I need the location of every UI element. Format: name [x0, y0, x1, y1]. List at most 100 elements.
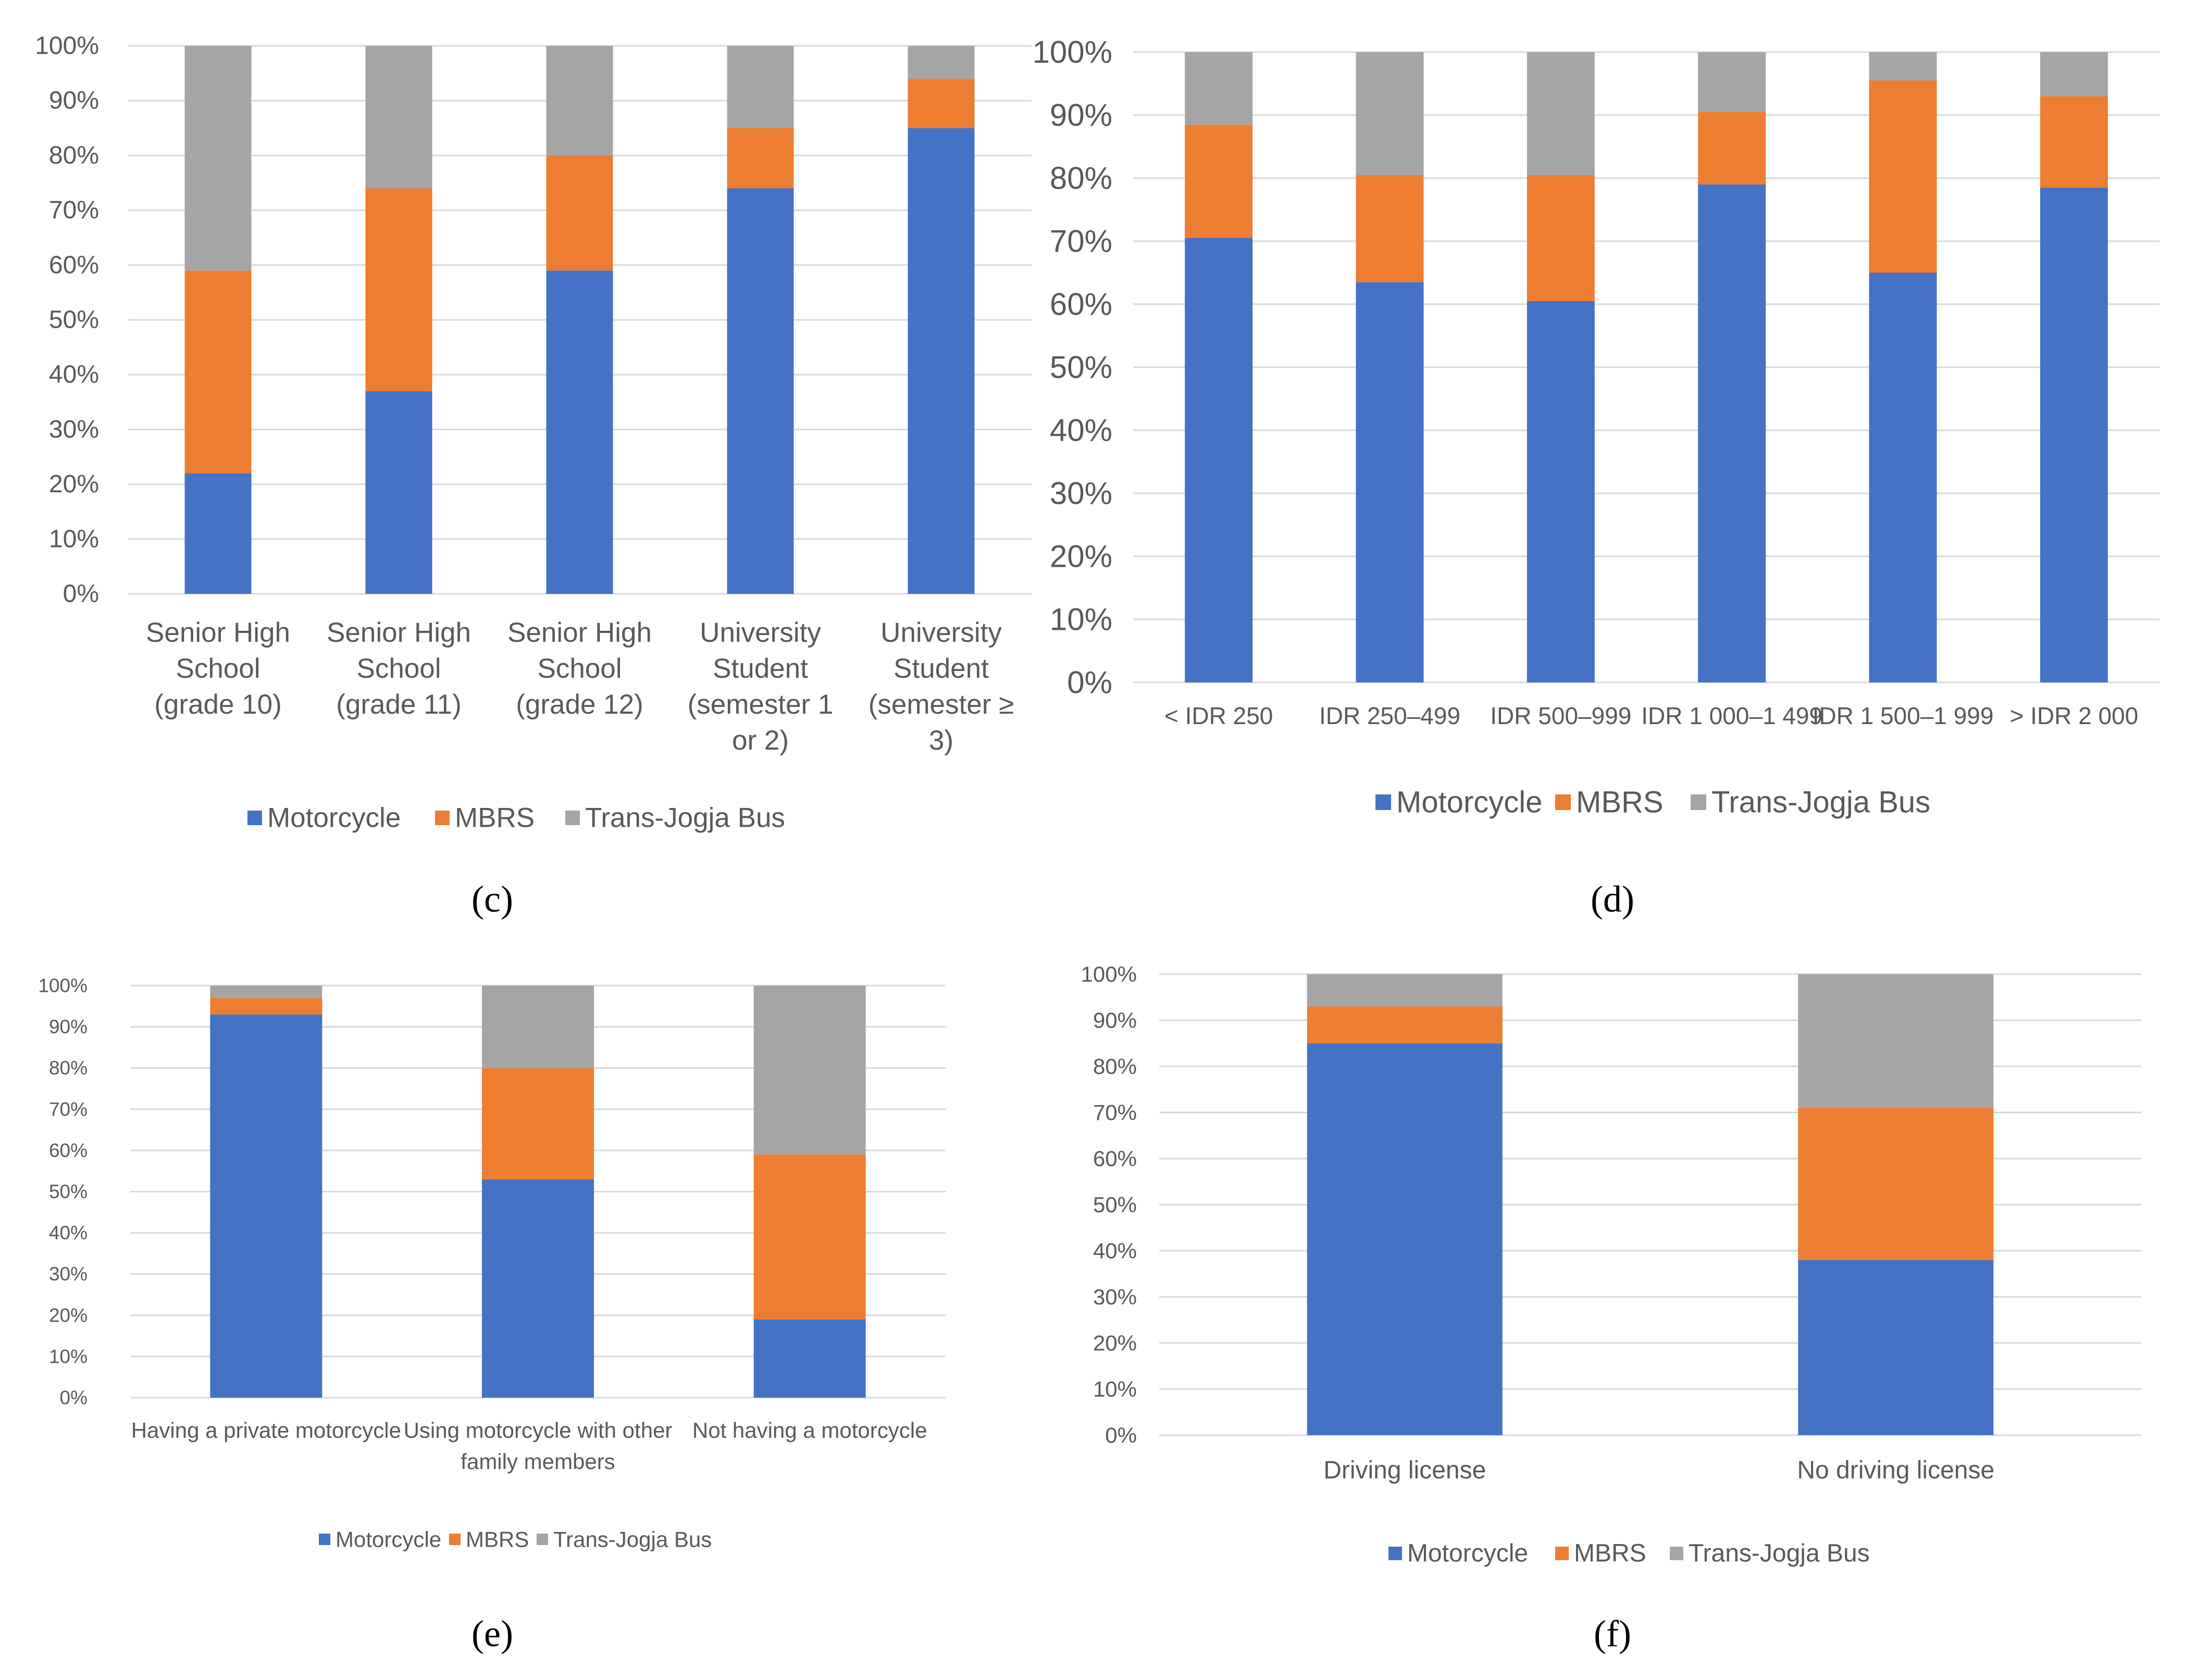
y-tick-label: 0%: [60, 1387, 88, 1409]
bar-trans-jogja-bus-4: [727, 46, 794, 128]
bar-motorcycle-1: [210, 1014, 322, 1398]
y-tick-label: 30%: [49, 416, 99, 443]
legend-label: Motorcycle: [336, 1527, 441, 1552]
y-tick-label: 90%: [49, 87, 99, 115]
y-tick-label: 100%: [1081, 962, 1137, 987]
x-category-label: Senior High School (grade 11): [327, 617, 471, 720]
bar-trans-jogja-bus-3: [753, 986, 866, 1155]
y-tick-label: 40%: [1093, 1239, 1137, 1263]
y-tick-label: 60%: [49, 1140, 88, 1161]
y-tick-label: 10%: [1050, 602, 1112, 637]
bar-motorcycle-1: [1307, 1043, 1503, 1435]
y-tick-label: 80%: [1093, 1054, 1137, 1079]
legend-label: MBRS: [1574, 1540, 1646, 1567]
chart-panel-e: 0% 10% 20% 30% 40% 50% 60% 70% 80% 90% 100% Having …: [38, 975, 946, 1654]
y-tick-label: 40%: [1050, 413, 1112, 448]
bar-mbrs-3: [1527, 175, 1595, 301]
y-tick-label: 80%: [49, 142, 99, 169]
bar-mbrs-4: [1698, 111, 1766, 185]
y-tick-label: 50%: [1050, 350, 1112, 385]
panel-label: (f): [1594, 1613, 1631, 1654]
y-tick-label: 30%: [1093, 1285, 1137, 1309]
x-category-label: Using motorcycle with other family member…: [404, 1418, 673, 1474]
bar-motorcycle-1: [184, 473, 252, 594]
y-tick-label: 30%: [1050, 476, 1112, 511]
legend-label: MBRS: [466, 1527, 529, 1552]
bar-mbrs-1: [1307, 1006, 1503, 1043]
bar-motorcycle-5: [1869, 272, 1937, 682]
x-category-label: IDR 250–499: [1319, 702, 1460, 729]
legend-label: Motorcycle: [267, 803, 401, 833]
y-tick-label: 50%: [49, 1181, 88, 1202]
bar-mbrs-2: [1798, 1107, 1994, 1260]
legend-label: Trans-Jogja Bus: [1689, 1540, 1870, 1567]
bar-trans-jogja-bus-1: [184, 46, 252, 271]
bar-mbrs-3: [546, 155, 613, 271]
bar-mbrs-5: [1869, 80, 1937, 273]
y-tick-label: 10%: [49, 1346, 88, 1367]
y-tick-label: 70%: [1050, 224, 1112, 259]
y-tick-label: 0%: [63, 580, 99, 608]
x-category-label: Having a private motorcycle: [131, 1418, 401, 1442]
legend-swatch-trans-jogja-bus: [565, 811, 580, 825]
bar-mbrs-6: [2040, 96, 2108, 188]
legend-label: MBRS: [1576, 786, 1664, 819]
y-tick-label: 30%: [49, 1263, 88, 1285]
bar-trans-jogja-bus-4: [1698, 52, 1766, 112]
bar-mbrs-4: [727, 128, 794, 189]
y-tick-label: 20%: [49, 1304, 88, 1326]
legend-label: Motorcycle: [1407, 1540, 1528, 1567]
y-tick-label: 80%: [1050, 161, 1112, 196]
bar-trans-jogja-bus-2: [365, 46, 432, 189]
x-category-label: IDR 1 000–1 499: [1641, 702, 1822, 729]
panel-label: (e): [472, 1613, 513, 1654]
legend-label: Trans-Jogja Bus: [1711, 786, 1930, 819]
y-tick-label: 90%: [49, 1016, 88, 1038]
bar-mbrs-2: [482, 1068, 594, 1179]
x-category-label: University Student (semester 1 or 2): [688, 617, 834, 756]
y-tick-label: 70%: [1093, 1100, 1137, 1125]
bar-mbrs-3: [753, 1154, 866, 1320]
x-category-label: University Student (semester ≥3): [869, 617, 1014, 756]
y-tick-label: 20%: [1050, 539, 1112, 574]
bar-motorcycle-2: [365, 391, 432, 594]
x-category-label: Senior High School (grade 10): [146, 617, 290, 720]
y-tick-label: 10%: [1093, 1377, 1137, 1401]
bar-motorcycle-1: [1185, 238, 1253, 682]
bar-motorcycle-5: [908, 128, 975, 594]
y-tick-label: 60%: [1050, 287, 1112, 322]
y-tick-label: 70%: [49, 196, 99, 224]
y-tick-label: 20%: [1093, 1331, 1137, 1355]
y-tick-label: 70%: [49, 1099, 88, 1120]
legend-label: Motorcycle: [1396, 786, 1542, 819]
bar-mbrs-2: [365, 188, 432, 391]
y-tick-label: 20%: [49, 470, 99, 498]
bar-trans-jogja-bus-5: [908, 46, 975, 79]
chart-panel-f: 0% 10% 20% 30% 40% 50% 60% 70% 80% 90% 100% Driving…: [1081, 962, 2141, 1654]
bar-motorcycle-3: [546, 270, 613, 594]
x-category-label: IDR 500–999: [1490, 702, 1631, 729]
legend-swatch-trans-jogja-bus: [537, 1534, 548, 1545]
bar-motorcycle-2: [1356, 282, 1424, 682]
bar-trans-jogja-bus-3: [1527, 52, 1595, 175]
chart-panel-c: 0% 10% 20% 30% 40% 50% 60% 70% 80% 90% 100% Senior …: [35, 32, 1032, 920]
legend-swatch-motorcycle: [247, 811, 262, 825]
y-tick-label: 100%: [1033, 35, 1112, 70]
x-category-label: > IDR 2 000: [2009, 702, 2138, 729]
bar-mbrs-2: [1356, 175, 1424, 282]
legend-swatch-trans-jogja-bus: [1670, 1547, 1683, 1560]
legend-label: MBRS: [455, 803, 535, 833]
y-tick-label: 0%: [1105, 1423, 1137, 1448]
bar-trans-jogja-bus-2: [1798, 974, 1994, 1108]
y-tick-label: 60%: [49, 251, 99, 279]
legend-swatch-mbrs: [435, 811, 450, 825]
bar-motorcycle-3: [753, 1319, 866, 1398]
bar-trans-jogja-bus-2: [1356, 52, 1424, 175]
legend-swatch-mbrs: [1555, 794, 1571, 810]
bar-motorcycle-2: [1798, 1260, 1994, 1435]
bar-mbrs-1: [210, 998, 322, 1015]
x-category-label: Driving license: [1323, 1457, 1486, 1484]
x-category-label: No driving license: [1797, 1457, 1994, 1484]
bar-trans-jogja-bus-6: [2040, 52, 2108, 96]
y-tick-label: 90%: [1093, 1008, 1137, 1032]
